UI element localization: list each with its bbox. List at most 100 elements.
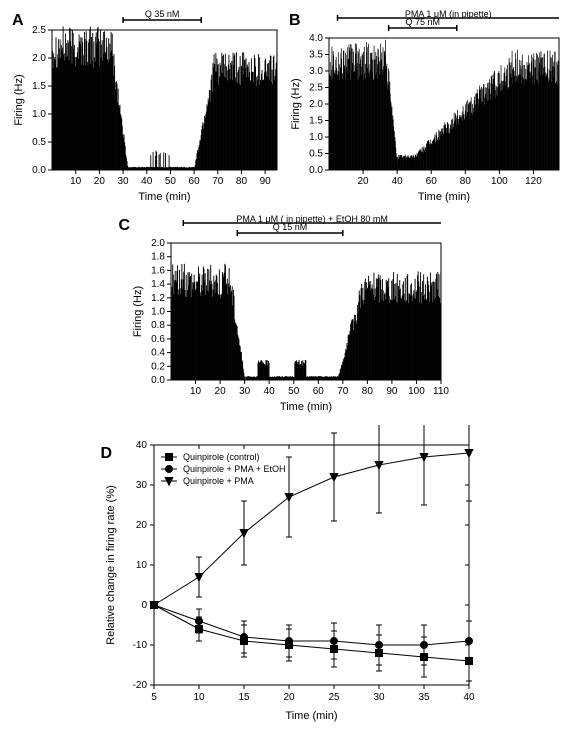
- panel-a-chart: 1020304050607080900.00.51.01.52.02.5Time…: [10, 10, 285, 205]
- firing-bar: [160, 153, 161, 170]
- y-axis-label: Firing (Hz): [290, 78, 302, 129]
- x-axis-label: Time (min): [279, 401, 331, 413]
- y-axis-label: Relative change in firing rate (%): [105, 485, 117, 645]
- marker-circle: [195, 618, 202, 625]
- xtick-label: 20: [283, 692, 295, 703]
- xtick-label: 90: [260, 176, 272, 187]
- legend-label: Quinpirole (control): [183, 452, 260, 462]
- ytick-label: 0.0: [309, 165, 323, 176]
- ytick-label: 2.5: [309, 83, 323, 94]
- ytick-label: 4.0: [309, 33, 323, 44]
- panel-b-label: B: [289, 12, 301, 30]
- xtick-label: 100: [491, 176, 508, 187]
- ytick-label: 3.0: [309, 66, 323, 77]
- xtick-label: 70: [337, 386, 349, 397]
- ytick-label: 0.8: [151, 320, 165, 331]
- panel-c-chart: 1020304050607080901001100.00.20.40.60.81…: [129, 215, 449, 415]
- panel-c: C 1020304050607080901001100.00.20.40.60.…: [129, 215, 449, 415]
- xtick-label: 20: [214, 386, 226, 397]
- x-axis-label: Time (min): [138, 191, 190, 203]
- marker-triangle: [285, 494, 293, 502]
- xtick-label: 60: [426, 176, 438, 187]
- ytick-label: 20: [135, 520, 147, 531]
- xtick-label: 35: [418, 692, 430, 703]
- ytick-label: 1.5: [309, 116, 323, 127]
- top-treatment-label: PMA 1 μM ( in pipette) + EtOH 80 mM: [236, 215, 387, 224]
- panel-a-label: A: [12, 12, 24, 30]
- ytick-label: 0.5: [32, 137, 46, 148]
- firing-bar: [163, 152, 164, 170]
- row-3: D 510152025303540-20-10010203040Time (mi…: [10, 425, 567, 725]
- xtick-label: 30: [117, 176, 129, 187]
- ytick-label: -20: [132, 680, 147, 691]
- panel-d-label: D: [101, 445, 113, 463]
- ytick-label: 1.6: [151, 265, 165, 276]
- panel-a: A 1020304050607080900.00.51.01.52.02.5Ti…: [10, 10, 285, 205]
- marker-triangle: [195, 574, 203, 582]
- legend-label: Quinpirole + PMA: [183, 476, 254, 486]
- xtick-label: 15: [238, 692, 250, 703]
- ytick-label: 1.0: [309, 132, 323, 143]
- marker-circle: [165, 466, 172, 473]
- row-2: C 1020304050607080901001100.00.20.40.60.…: [10, 215, 567, 415]
- xtick-label: 80: [236, 176, 248, 187]
- xtick-label: 110: [433, 386, 449, 397]
- ytick-label: 0: [141, 600, 147, 611]
- ytick-label: 10: [135, 560, 147, 571]
- xtick-label: 100: [408, 386, 425, 397]
- marker-circle: [375, 642, 382, 649]
- xtick-label: 120: [525, 176, 542, 187]
- y-axis-label: Firing (Hz): [13, 74, 25, 125]
- ytick-label: 0.5: [309, 149, 323, 160]
- xtick-label: 10: [70, 176, 82, 187]
- ytick-label: 0.2: [151, 361, 165, 372]
- xtick-label: 40: [263, 386, 275, 397]
- ytick-label: 1.5: [32, 81, 46, 92]
- y-axis-label: Firing (Hz): [132, 286, 144, 337]
- ytick-label: -10: [132, 640, 147, 651]
- panel-d: D 510152025303540-20-10010203040Time (mi…: [99, 425, 479, 725]
- x-axis-label: Time (min): [418, 191, 470, 203]
- ytick-label: 2.0: [32, 53, 46, 64]
- ytick-label: 1.0: [32, 109, 46, 120]
- panel-c-label: C: [119, 217, 131, 235]
- ytick-label: 0.4: [151, 348, 165, 359]
- xtick-label: 80: [361, 386, 373, 397]
- panel-d-chart: 510152025303540-20-10010203040Time (min)…: [99, 425, 479, 725]
- marker-triangle: [330, 474, 338, 482]
- marker-circle: [465, 638, 472, 645]
- firing-bar: [244, 377, 245, 380]
- xtick-label: 30: [373, 692, 385, 703]
- xtick-label: 50: [288, 386, 300, 397]
- marker-circle: [285, 638, 292, 645]
- treatment-label: Q 35 nM: [145, 10, 180, 19]
- ytick-label: 0.0: [32, 165, 46, 176]
- row-1: A 1020304050607080900.00.51.01.52.02.5Ti…: [10, 10, 567, 205]
- x-axis-label: Time (min): [285, 710, 337, 722]
- xtick-label: 30: [239, 386, 251, 397]
- ytick-label: 2.0: [151, 238, 165, 249]
- top-treatment-label: PMA 1 μM (in pipette): [405, 10, 492, 19]
- xtick-label: 40: [392, 176, 404, 187]
- xtick-label: 20: [94, 176, 106, 187]
- ytick-label: 2.0: [309, 99, 323, 110]
- xtick-label: 80: [460, 176, 472, 187]
- ytick-label: 1.4: [151, 279, 165, 290]
- xtick-label: 70: [212, 176, 224, 187]
- xtick-label: 60: [312, 386, 324, 397]
- ytick-label: 40: [135, 440, 147, 451]
- ytick-label: 0.6: [151, 334, 165, 345]
- ytick-label: 0.0: [151, 375, 165, 386]
- xtick-label: 60: [189, 176, 201, 187]
- panel-b: B 204060801001200.00.51.01.52.02.53.03.5…: [287, 10, 567, 205]
- marker-circle: [240, 634, 247, 641]
- marker-square: [165, 454, 172, 461]
- xtick-label: 20: [358, 176, 370, 187]
- legend-label: Quinpirole + PMA + EtOH: [183, 464, 286, 474]
- xtick-label: 10: [193, 692, 205, 703]
- xtick-label: 5: [151, 692, 157, 703]
- ytick-label: 30: [135, 480, 147, 491]
- ytick-label: 1.8: [151, 252, 165, 263]
- ytick-label: 1.2: [151, 293, 165, 304]
- xtick-label: 90: [386, 386, 398, 397]
